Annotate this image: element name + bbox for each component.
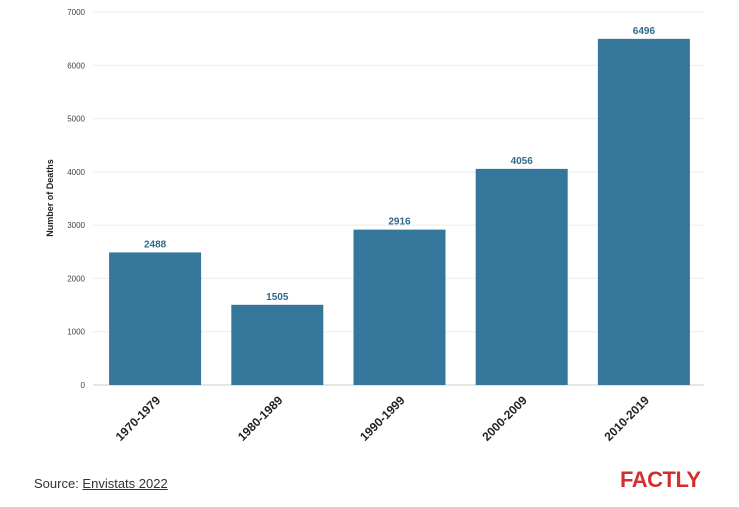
- y-axis-ticks: 0 1000 2000 3000 4000 5000 6000 7000: [67, 8, 85, 390]
- bar-value-label: 4056: [511, 156, 534, 167]
- x-tick-label: 1990-1999: [357, 393, 408, 444]
- y-tick-label: 4000: [67, 168, 85, 177]
- y-axis-title: Number of Deaths: [45, 159, 55, 237]
- bar: [231, 304, 324, 385]
- bar-value-label: 2488: [144, 239, 167, 250]
- bar-value-label: 1505: [266, 292, 289, 303]
- x-tick-label: 1980-1989: [235, 393, 286, 444]
- x-tick-label: 2000-2009: [479, 393, 530, 444]
- bar: [597, 38, 690, 386]
- y-tick-label: 1000: [67, 328, 85, 337]
- x-axis-labels: 1970-1979 1980-1989 1990-1999 2000-2009 2010…: [113, 393, 653, 444]
- y-tick-label: 7000: [67, 8, 85, 17]
- bars: [109, 38, 690, 386]
- value-labels: 2488 1505 2916 4056 6496: [144, 26, 655, 303]
- bar: [109, 252, 202, 385]
- y-tick-label: 5000: [67, 115, 85, 124]
- y-tick-label: 0: [81, 381, 86, 390]
- source-link[interactable]: Envistats 2022: [82, 476, 168, 491]
- x-tick-label: 2010-2019: [602, 393, 653, 444]
- bar-value-label: 6496: [633, 26, 656, 37]
- bar: [353, 229, 446, 385]
- bar-chart: 0 1000 2000 3000 4000 5000 6000 7000 2488 1505 29…: [45, 8, 704, 444]
- bar-value-label: 2916: [388, 217, 411, 228]
- source-prefix: Source:: [34, 476, 83, 491]
- x-tick-label: 1970-1979: [113, 393, 164, 444]
- factly-logo: FACTLY: [620, 467, 701, 492]
- source-note: Source: Envistats 2022: [34, 476, 168, 491]
- y-tick-label: 2000: [67, 274, 85, 283]
- y-tick-label: 3000: [67, 221, 85, 230]
- y-tick-label: 6000: [67, 61, 85, 70]
- bar: [475, 168, 568, 385]
